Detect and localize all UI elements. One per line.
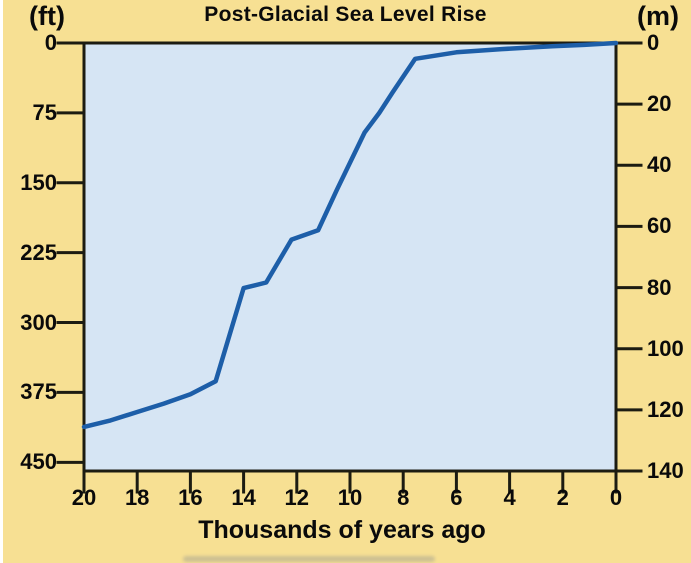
x-tick-label-12: 12 xyxy=(284,485,310,510)
x-tick-label-6: 6 xyxy=(450,485,463,510)
left-tick-label-375: 375 xyxy=(20,379,57,405)
right-tick-label-0: 0 xyxy=(647,30,660,55)
left-tick-label-150: 150 xyxy=(20,169,57,195)
left-tick-label-300: 300 xyxy=(20,309,57,335)
x-tick-label-4: 4 xyxy=(503,485,516,510)
left-tick-label-75: 75 xyxy=(32,99,57,125)
right-tick-label-80: 80 xyxy=(647,274,672,300)
right-tick-label-40: 40 xyxy=(647,152,672,178)
right-tick-label-100: 100 xyxy=(647,335,684,361)
left-tick-label-0: 0 xyxy=(44,30,57,55)
x-tick-label-0: 0 xyxy=(609,485,623,510)
right-axis-unit-label: (m) xyxy=(637,1,679,31)
right-tick-label-60: 60 xyxy=(647,213,672,239)
cropped-text-artifact xyxy=(183,556,435,562)
chart-title: Post-Glacial Sea Level Rise xyxy=(204,3,487,26)
x-tick-label-2: 2 xyxy=(556,485,569,510)
x-axis-title: Thousands of years ago xyxy=(198,516,486,544)
x-tick-label-14: 14 xyxy=(231,485,256,510)
left-tick-label-225: 225 xyxy=(20,239,57,265)
x-tick-label-16: 16 xyxy=(178,485,203,510)
sea-level-curve xyxy=(81,40,619,430)
x-tick-label-10: 10 xyxy=(337,485,363,510)
left-tick-label-450: 450 xyxy=(20,449,57,475)
right-tick-label-140: 140 xyxy=(647,458,684,483)
x-tick-label-18: 18 xyxy=(124,485,150,510)
x-tick-label-8: 8 xyxy=(397,485,410,510)
right-tick-label-120: 120 xyxy=(647,396,684,422)
plot-background xyxy=(84,43,616,471)
left-axis-unit-label: (ft) xyxy=(29,1,65,31)
left-edge-white-strip xyxy=(0,0,3,563)
x-tick-label-20: 20 xyxy=(71,485,97,510)
right-tick-label-20: 20 xyxy=(647,91,672,117)
